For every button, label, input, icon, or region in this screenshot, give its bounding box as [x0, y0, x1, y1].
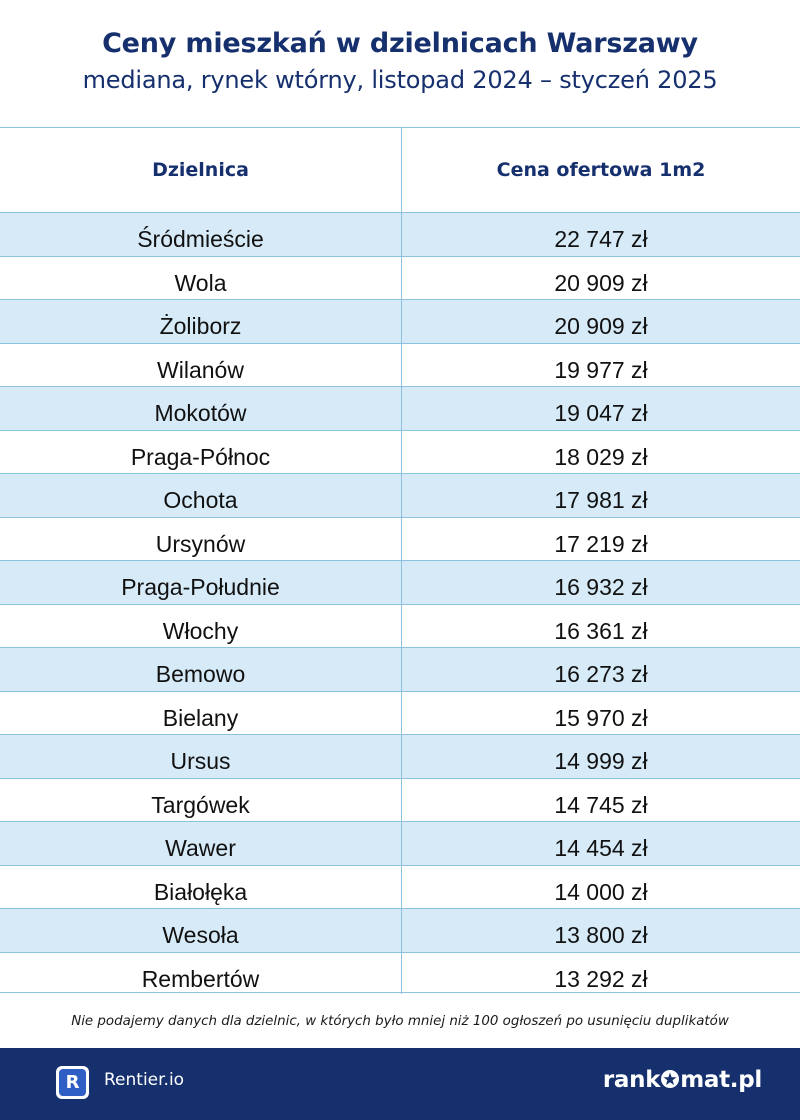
district-cell: Ursynów	[155, 530, 246, 557]
rankomat-logo-part1: rank	[602, 1067, 661, 1093]
table-row: Mokotów 19 047 zł	[0, 387, 800, 431]
table-row: Ursus 14 999 zł	[0, 735, 800, 779]
district-cell: Targówek	[151, 791, 250, 818]
district-cell: Praga-Północ	[130, 443, 271, 470]
price-table: Dzielnica Cena ofertowa 1m2 Śródmieście 2…	[0, 127, 800, 994]
price-cell: 20 909 zł	[554, 269, 648, 296]
district-cell: Praga-Południe	[121, 574, 280, 600]
column-header-price: Cena ofertowa 1m2	[496, 159, 706, 181]
table-row: Wesoła 13 800 zł	[0, 909, 800, 953]
table-row: Ochota 17 981 zł	[0, 474, 800, 518]
district-cell: Ursus	[170, 748, 231, 774]
table-row: Targówek 14 745 zł	[0, 779, 800, 822]
table-row: Śródmieście 22 747 zł	[0, 213, 800, 257]
district-cell: Wesoła	[162, 922, 239, 948]
price-cell: 14 000 zł	[554, 878, 648, 905]
district-cell: Śródmieście	[137, 226, 264, 252]
district-cell: Wawer	[165, 835, 236, 861]
column-divider	[401, 128, 402, 994]
table-row: Bemowo 16 273 zł	[0, 648, 800, 692]
price-cell: 15 970 zł	[554, 704, 648, 731]
table-row: Praga-Południe 16 932 zł	[0, 561, 800, 605]
district-cell: Białołęka	[153, 878, 248, 905]
price-cell: 14 454 zł	[554, 835, 648, 861]
table-row: Bielany 15 970 zł	[0, 692, 800, 735]
district-cell: Żoliborz	[159, 313, 242, 339]
price-cell: 20 909 zł	[554, 313, 648, 339]
rentier-logo-icon: R	[56, 1066, 89, 1099]
page-subtitle: mediana, rynek wtórny, listopad 2024 – s…	[82, 66, 718, 94]
table-row: Włochy 16 361 zł	[0, 605, 800, 648]
table-row: Praga-Północ 18 029 zł	[0, 431, 800, 474]
price-cell: 19 977 zł	[554, 356, 648, 383]
rankomat-logo: rank mat.pl	[603, 1067, 762, 1093]
price-cell: 17 981 zł	[554, 487, 648, 513]
column-header-district: Dzielnica	[152, 159, 249, 181]
price-cell: 13 292 zł	[554, 965, 648, 992]
table-row: Białołęka 14 000 zł	[0, 866, 800, 909]
table-row: Wawer 14 454 zł	[0, 822, 800, 866]
price-cell: 14 745 zł	[554, 791, 648, 818]
table-row: Żoliborz 20 909 zł	[0, 300, 800, 344]
district-cell: Bemowo	[155, 661, 246, 687]
star-o-icon	[661, 1070, 680, 1088]
price-cell: 19 047 zł	[554, 400, 648, 426]
district-cell: Wilanów	[157, 356, 244, 383]
price-cell: 22 747 zł	[554, 226, 648, 252]
district-cell: Wola	[174, 269, 227, 296]
rentier-logo-letter: R	[59, 1069, 86, 1096]
district-cell: Rembertów	[141, 965, 260, 992]
district-cell: Ochota	[163, 487, 238, 513]
price-cell: 18 029 zł	[554, 443, 648, 470]
district-cell: Włochy	[162, 617, 239, 644]
price-cell: 16 932 zł	[554, 574, 648, 600]
table-row: Rembertów 13 292 zł	[0, 953, 800, 997]
price-cell: 16 273 zł	[554, 661, 648, 687]
price-cell: 14 999 zł	[554, 748, 648, 774]
rentier-brand-name: Rentier.io	[104, 1070, 185, 1090]
table-row: Wola 20 909 zł	[0, 257, 800, 300]
district-cell: Bielany	[162, 704, 239, 731]
district-cell: Mokotów	[154, 400, 247, 426]
table-header: Dzielnica Cena ofertowa 1m2	[0, 128, 800, 213]
price-cell: 17 219 zł	[554, 530, 648, 557]
table-row: Wilanów 19 977 zł	[0, 344, 800, 387]
rankomat-logo-part2: mat.pl	[680, 1067, 762, 1093]
footnote: Nie podajemy danych dla dzielnic, w któr…	[71, 1014, 729, 1029]
price-cell: 13 800 zł	[554, 922, 648, 948]
price-cell: 16 361 zł	[554, 617, 648, 644]
page-title: Ceny mieszkań w dzielnicach Warszawy	[102, 28, 698, 59]
footer-bar: R Rentier.io rank mat.pl	[0, 1048, 800, 1120]
table-row: Ursynów 17 219 zł	[0, 518, 800, 561]
